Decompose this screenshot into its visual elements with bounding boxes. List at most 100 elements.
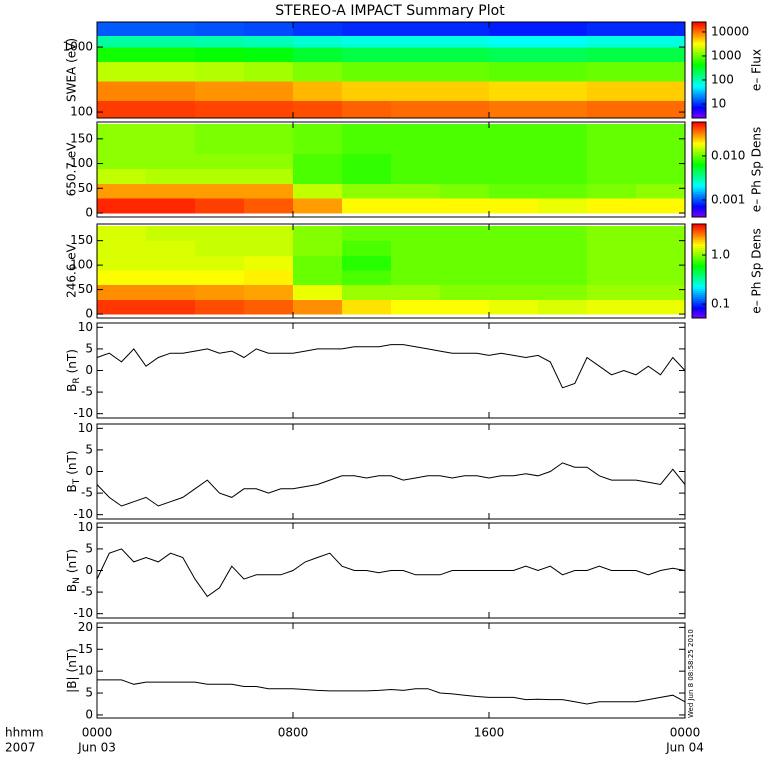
heatmap-cell <box>195 183 245 199</box>
heatmap-cell <box>489 123 539 140</box>
axis-frame <box>96 423 686 520</box>
heatmap-cell <box>195 81 245 102</box>
colorbar-swatch <box>692 60 706 63</box>
colorbar-swatch <box>692 213 706 216</box>
y-axis-label-sub: R <box>72 377 82 383</box>
heatmap-cell <box>391 225 441 242</box>
colorbar-swatch <box>692 267 706 270</box>
colorbar-swatch <box>692 122 706 125</box>
y-tick-label: 10 <box>78 520 93 534</box>
heatmap-cell <box>195 22 245 37</box>
colorbar-swatch <box>692 237 706 241</box>
colorbar-swatch <box>692 203 706 206</box>
heatmap-cell <box>636 61 686 82</box>
colorbar-swatch <box>692 137 706 141</box>
colorbar-swatch <box>692 298 706 301</box>
colorbar-swatch <box>692 42 706 45</box>
heatmap-cell <box>342 255 392 271</box>
colorbar-swatch <box>692 288 706 292</box>
heatmap-cell <box>440 168 490 184</box>
heatmap-cell <box>293 183 343 199</box>
heatmap-cell <box>97 255 147 271</box>
heatmap-cell <box>636 123 686 140</box>
heatmap-cell <box>342 270 392 286</box>
colorbar-swatch <box>692 90 706 93</box>
heatmap-cell <box>489 138 539 155</box>
heatmap-cell <box>538 270 588 286</box>
axis-frame <box>96 223 686 319</box>
heatmap-cell <box>293 81 343 102</box>
heatmap-cell <box>293 255 343 271</box>
colorbar-swatch <box>692 229 706 233</box>
colorbar-swatch <box>692 50 706 53</box>
heatmap-cell <box>293 284 343 300</box>
colorbar-frame <box>691 223 707 319</box>
heatmap-cell <box>244 225 294 242</box>
colorbar-swatch <box>692 179 706 182</box>
colorbar-swatch <box>692 199 706 202</box>
colorbar-swatch <box>692 165 706 169</box>
heatmap-cell <box>440 123 490 140</box>
y-tick-label: 0 <box>85 563 93 577</box>
colorbar-swatch <box>692 233 706 237</box>
heatmap-cell <box>440 198 490 214</box>
heatmap-cell <box>195 168 245 184</box>
colorbar-swatch <box>692 304 706 307</box>
colorbar-swatch <box>692 259 706 262</box>
colorbar-swatch <box>692 312 706 315</box>
colorbar-swatch <box>692 92 706 95</box>
heatmap-cell <box>440 35 490 48</box>
heatmap-cell <box>97 225 147 242</box>
colorbar-swatch <box>692 129 706 133</box>
y-axis-label-base: |B| <box>65 676 79 692</box>
colorbar-swatch <box>692 263 706 266</box>
y-tick-label: 150 <box>70 131 93 145</box>
heatmap-cell <box>146 123 196 140</box>
heatmap-cell <box>97 153 147 170</box>
heatmap-cell <box>587 299 637 315</box>
colorbar-swatch <box>692 58 706 61</box>
colorbar-swatch <box>692 64 706 67</box>
colorbar-tick-label: 0.010 <box>711 148 745 162</box>
heatmap-cell <box>97 47 147 62</box>
heatmap-cell <box>244 47 294 62</box>
y-tick-label: 0 <box>85 707 93 721</box>
heatmap-cell <box>146 284 196 300</box>
heatmap-cell <box>636 47 686 62</box>
heatmap-cell <box>244 138 294 155</box>
heatmap-cell <box>587 123 637 140</box>
heatmap-cell <box>587 183 637 199</box>
heatmap-cell <box>195 299 245 315</box>
colorbar-swatch <box>692 40 706 43</box>
heatmap-cell <box>195 153 245 170</box>
colorbar-swatch <box>692 272 706 276</box>
heatmap-cell <box>391 240 441 256</box>
colorbar-swatch <box>692 276 706 280</box>
heatmap-cell <box>538 198 588 214</box>
colorbar-swatch <box>692 201 706 204</box>
heatmap-cell <box>440 47 490 62</box>
y-tick-label: 50 <box>78 181 93 195</box>
heatmap-cell <box>342 299 392 315</box>
heatmap-cell <box>195 35 245 48</box>
y-axis-label-base: B <box>65 584 79 592</box>
heatmap-cell <box>97 81 147 102</box>
heatmap-cell <box>97 183 147 199</box>
heatmap-cell <box>636 198 686 214</box>
heatmap-cell <box>587 61 637 82</box>
colorbar-swatch <box>692 209 706 212</box>
colorbar-swatch <box>692 169 706 172</box>
colorbar-swatch <box>692 102 706 105</box>
colorbar-swatch <box>692 127 706 131</box>
colorbar-swatch <box>692 112 706 115</box>
y-tick-label: -5 <box>81 486 93 500</box>
heatmap-cell <box>97 240 147 256</box>
heatmap-cell <box>489 183 539 199</box>
x-date-label: Jun 03 <box>77 741 116 755</box>
heatmap-cell <box>195 47 245 62</box>
heatmap-cell <box>342 225 392 242</box>
heatmap-cell <box>587 47 637 62</box>
heatmap-cell <box>587 255 637 271</box>
heatmap-cell <box>146 81 196 102</box>
y-tick-label: 5 <box>85 442 93 456</box>
